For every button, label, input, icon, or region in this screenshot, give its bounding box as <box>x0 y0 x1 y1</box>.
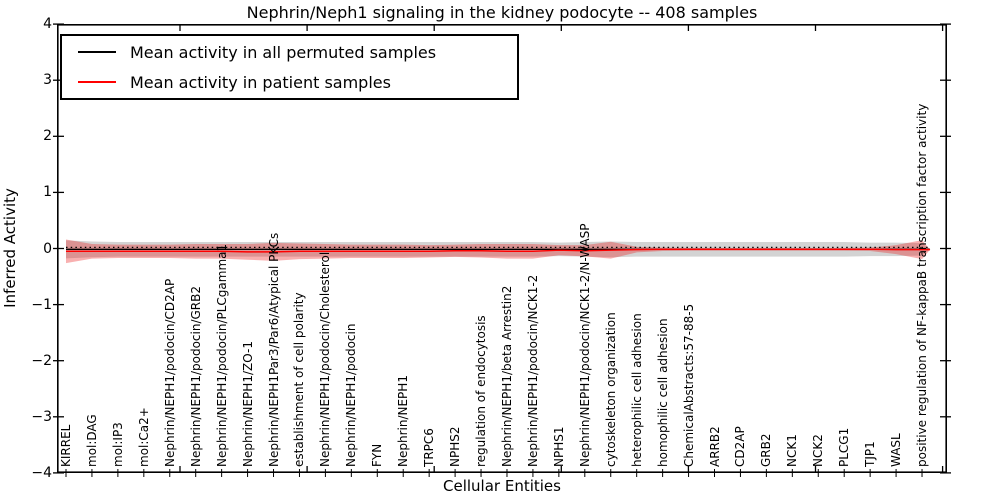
y-tick-label: −4 <box>31 464 52 481</box>
x-tick-label: TJP1 <box>863 441 878 467</box>
x-tick-label: Nephrin/NEPH1/podocin/Cholesterol <box>318 251 333 467</box>
y-tick-label: 0 <box>43 240 52 257</box>
legend-item-patient: Mean activity in patient samples <box>62 68 517 96</box>
x-tick-label: KIRREL <box>59 424 73 467</box>
x-tick-label: PLCG1 <box>837 427 852 467</box>
x-tick-label: Nephrin/NEPH1/podocin <box>344 323 359 467</box>
y-tick-label: −2 <box>31 352 52 369</box>
x-tick-label: Nephrin/NEPH1 <box>396 375 411 467</box>
x-tick-label: NPHS1 <box>551 426 566 468</box>
x-tick-label: mol:Ca2+ <box>136 407 151 467</box>
legend-label: Mean activity in all permuted samples <box>130 42 437 62</box>
x-tick-label: NCK1 <box>785 434 800 467</box>
x-tick-label: Nephrin/NEPH1/podocin/NCK1-2/N-WASP <box>577 223 592 467</box>
legend-label: Mean activity in patient samples <box>130 72 391 92</box>
plot-area <box>53 23 951 477</box>
x-tick-label: Nephrin/NEPH1/podocin/PLCgamma1 <box>214 243 229 467</box>
x-tick-label: Nephrin/NEPH1/ZO-1 <box>240 341 255 467</box>
legend-item-permuted: Mean activity in all permuted samples <box>62 38 517 66</box>
x-tick-label: regulation of endocytosis <box>474 315 489 467</box>
x-tick-label: NCK2 <box>811 434 826 467</box>
x-tick-label: positive regulation of NF-kappaB transcr… <box>915 103 930 467</box>
x-axis-label: Cellular Entities <box>443 477 561 495</box>
y-tick-label: −3 <box>31 408 52 425</box>
x-tick-label: ChemicalAbstracts:57-88-5 <box>681 303 696 467</box>
x-tick-label: Nephrin/NEPH1/podocin/GRB2 <box>188 286 203 467</box>
x-tick-label: ARRB2 <box>707 426 722 467</box>
x-tick-label: Nephrin/NEPH1/podocin/CD2AP <box>162 278 177 467</box>
x-tick-label: heterophilic cell adhesion <box>629 313 644 467</box>
x-tick-label: mol:DAG <box>84 414 99 467</box>
patient-line-sample-icon <box>78 81 116 83</box>
x-tick-label: GRB2 <box>759 433 774 467</box>
x-tick-label: CD2AP <box>733 426 748 467</box>
legend: Mean activity in all permuted samples Me… <box>60 34 519 100</box>
y-tick-label: 1 <box>43 184 52 201</box>
x-tick-label: FYN <box>370 443 385 467</box>
y-tick-label: 3 <box>43 72 52 89</box>
y-tick-label: 4 <box>43 16 52 33</box>
x-tick-label: Nephrin/NEPH1/beta Arrestin2 <box>499 285 514 467</box>
y-tick-label: −1 <box>31 296 52 313</box>
x-tick-label: mol:IP3 <box>110 422 125 467</box>
x-tick-label: homophilic cell adhesion <box>655 318 670 467</box>
chart-title: Nephrin/Neph1 signaling in the kidney po… <box>246 3 758 22</box>
x-tick-label: NPHS2 <box>448 426 463 468</box>
permuted-line-sample-icon <box>78 51 116 53</box>
x-tick-label: WASL <box>889 433 904 467</box>
x-tick-label: Nephrin/NEPH1/podocin/NCK1-2 <box>525 274 540 467</box>
y-tick-label: 2 <box>43 128 52 145</box>
x-tick-label: Nephrin/NEPH1Par3/Par6/Atypical PKCs <box>266 232 281 467</box>
x-tick-label: cytoskeleton organization <box>603 312 618 467</box>
x-tick-label: establishment of cell polarity <box>292 292 307 467</box>
x-tick-label: TRPC6 <box>422 428 437 467</box>
